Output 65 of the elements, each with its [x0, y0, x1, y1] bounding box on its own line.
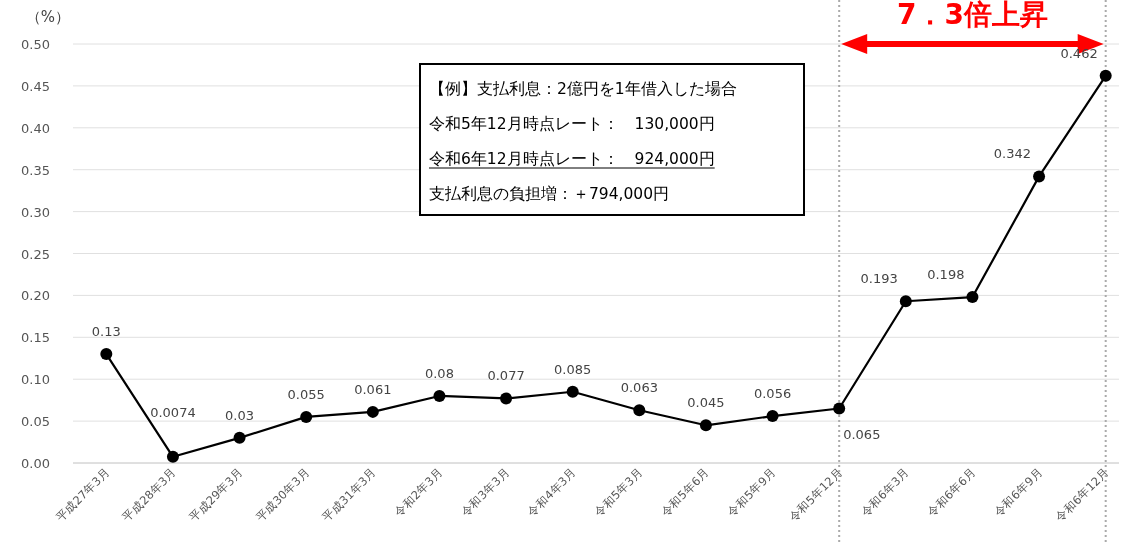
x-tick-label: 平成30年3月	[252, 465, 313, 525]
point	[966, 291, 979, 304]
data-label: 0.063	[620, 380, 658, 396]
point	[366, 405, 379, 418]
data-label: 0.462	[1060, 45, 1098, 61]
data-label: 0.342	[993, 146, 1032, 162]
x-tick-label: 平成31年3月	[319, 465, 379, 525]
x-tick-label: 平成29年3月	[186, 465, 246, 525]
data-label: 0.193	[860, 271, 898, 287]
x-tick-label: 平成28年3月	[119, 465, 180, 525]
point	[100, 348, 113, 361]
y-tick-label: 0.00	[21, 456, 50, 471]
x-tick-label: 令和4年3月	[524, 465, 579, 520]
data-label: 0.061	[354, 381, 392, 397]
data-label: 0.045	[687, 395, 725, 411]
y-axis-title: （%）	[25, 8, 71, 26]
x-tick-label: 令和6年3月	[857, 465, 912, 520]
y-tick-label: 0.35	[21, 162, 50, 178]
x-tick-label: 令和3年3月	[457, 465, 513, 520]
data-label: 0.03	[225, 407, 255, 423]
point	[833, 402, 846, 415]
data-label: 0.13	[91, 324, 121, 340]
point	[500, 392, 513, 405]
x-tick-label: 令和2年3月	[391, 465, 446, 520]
point	[233, 431, 246, 444]
data-label: 0.085	[554, 361, 592, 377]
x-tick-label: 令和5年12月	[785, 465, 846, 525]
y-tick-label: 0.10	[21, 372, 50, 388]
data-label: 0.077	[487, 368, 525, 384]
x-tick-label: 令和6年9月	[990, 465, 1046, 520]
y-tick-label: 0.30	[21, 204, 50, 220]
point	[899, 295, 912, 308]
y-tick-label: 0.15	[21, 330, 50, 346]
annotation: 支払利息の負担増：＋794,000円	[429, 185, 670, 203]
point	[166, 450, 179, 463]
x-tick-label: 令和5年6月	[657, 465, 713, 520]
annotation: 令和6年12月時点レート： 924,000円	[429, 150, 715, 168]
y-tick-label: 0.45	[21, 78, 50, 94]
x-tick-label: 令和5年9月	[724, 465, 779, 520]
y-tick-label: 0.05	[21, 414, 50, 430]
data-label: 0.08	[424, 365, 454, 381]
y-tick-label: 0.40	[21, 120, 50, 136]
data-label: 0.055	[287, 386, 325, 402]
data-label: 0.065	[843, 426, 881, 442]
x-tick-label: 令和6年6月	[924, 465, 979, 520]
data-label: 0.0074	[150, 404, 196, 420]
point	[300, 410, 313, 423]
x-tick-label: 平成27年3月	[53, 465, 113, 525]
text: 7．3倍上昇	[896, 0, 1048, 31]
data-label: 0.056	[753, 386, 792, 402]
point	[699, 419, 712, 432]
point	[1099, 69, 1112, 82]
point	[433, 389, 446, 402]
y-tick-label: 0.20	[21, 288, 50, 304]
point	[1033, 170, 1046, 183]
x-tick-label: 令和5年3月	[591, 465, 646, 520]
annotation: 令和5年12月時点レート： 130,000円	[429, 115, 715, 133]
data-label: 0.198	[927, 267, 965, 283]
point	[633, 404, 646, 417]
x-tick-label: 令和6年12月	[1052, 465, 1112, 525]
y-tick-label: 0.25	[21, 246, 50, 262]
y-tick-label: 0.50	[21, 37, 50, 52]
annotation: 【例】支払利息：2億円を1年借入した場合	[429, 80, 737, 98]
point	[766, 410, 779, 423]
point	[566, 385, 579, 398]
